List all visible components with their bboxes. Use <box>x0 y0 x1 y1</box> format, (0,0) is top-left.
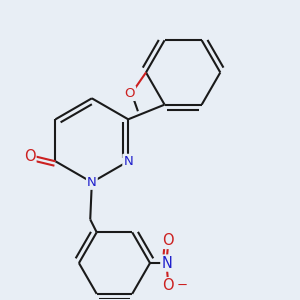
Text: O: O <box>24 149 35 164</box>
Text: N: N <box>87 176 97 189</box>
Text: −: − <box>177 279 188 292</box>
Text: O: O <box>162 233 174 248</box>
Text: O: O <box>162 278 174 293</box>
Text: N: N <box>123 155 133 168</box>
Text: N: N <box>161 256 172 271</box>
Text: O: O <box>124 87 135 100</box>
